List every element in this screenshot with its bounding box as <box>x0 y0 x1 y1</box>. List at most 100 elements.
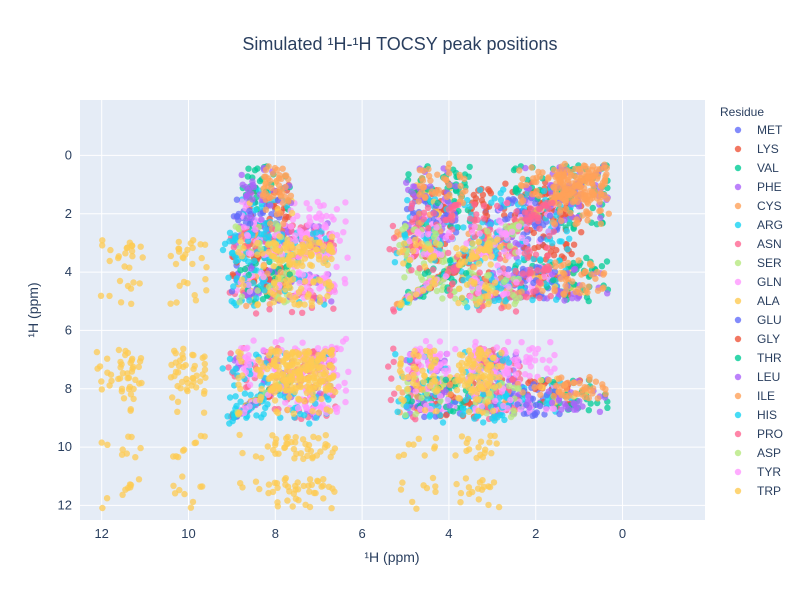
peak-point <box>260 273 267 281</box>
peak-point <box>546 232 553 240</box>
peak-point <box>460 277 467 284</box>
peak-point <box>596 408 604 415</box>
peak-point <box>469 488 476 496</box>
peak-point <box>531 211 538 219</box>
peak-point <box>427 183 434 190</box>
peak-point <box>130 385 137 393</box>
peak-point <box>489 354 496 361</box>
peak-point <box>480 390 487 398</box>
peak-point <box>337 345 344 353</box>
peak-point <box>556 193 564 200</box>
peak-point <box>484 366 491 373</box>
peak-point <box>119 446 126 453</box>
peak-point <box>488 450 495 457</box>
peak-point <box>601 164 608 171</box>
peak-point <box>264 443 271 450</box>
peak-point <box>585 297 592 305</box>
peak-point <box>536 225 543 232</box>
peak-point <box>493 440 500 447</box>
peak-point <box>303 284 311 291</box>
peak-point <box>418 394 425 402</box>
peak-point <box>409 200 416 207</box>
peak-point <box>219 246 227 254</box>
peak-point <box>388 375 395 382</box>
peak-point <box>494 262 501 269</box>
peak-point <box>303 404 310 411</box>
peak-point <box>545 376 552 384</box>
peak-point <box>310 278 317 285</box>
peak-point <box>250 337 257 344</box>
peak-point <box>403 179 410 186</box>
peak-point <box>492 289 499 297</box>
peak-point <box>299 271 307 278</box>
peak-point <box>226 420 233 427</box>
series-ile <box>258 160 612 402</box>
peak-point <box>597 220 605 227</box>
peak-point <box>301 278 309 285</box>
peak-point <box>599 381 606 388</box>
peak-point <box>570 379 577 386</box>
peak-point <box>505 283 512 290</box>
peak-point <box>502 216 509 223</box>
peak-point <box>412 388 419 395</box>
peak-point <box>486 235 494 243</box>
peak-point <box>481 284 489 291</box>
peak-point <box>526 372 533 380</box>
peak-point <box>535 243 542 251</box>
peak-point <box>394 408 401 415</box>
peak-point <box>522 358 529 365</box>
peak-point <box>313 214 320 221</box>
peak-point <box>224 413 231 420</box>
peak-point <box>463 270 470 277</box>
peak-point <box>232 393 239 400</box>
peak-point <box>386 246 393 253</box>
peak-point <box>602 386 609 393</box>
peak-point <box>475 285 482 292</box>
peak-point <box>426 349 434 356</box>
peak-point <box>321 224 328 231</box>
peak-point <box>240 245 247 252</box>
peak-point <box>570 266 578 273</box>
peak-point <box>278 336 285 343</box>
peak-point <box>509 222 517 230</box>
peak-point <box>342 218 349 225</box>
peak-point <box>252 226 259 233</box>
peak-point <box>281 476 288 483</box>
peak-point <box>532 350 539 357</box>
peak-point <box>536 256 544 263</box>
peak-point <box>241 265 249 273</box>
peak-point <box>399 479 406 486</box>
peak-point <box>247 250 255 257</box>
peak-point <box>271 397 279 404</box>
peak-point <box>256 177 264 185</box>
peak-point <box>271 164 279 172</box>
peak-point <box>405 186 412 194</box>
peak-point <box>453 480 460 488</box>
peak-point <box>500 402 507 409</box>
peak-point <box>421 372 428 379</box>
peak-point <box>498 304 505 312</box>
peak-point <box>201 360 208 368</box>
peak-point <box>543 244 551 252</box>
peak-point <box>230 283 237 290</box>
peak-point <box>313 414 320 421</box>
peak-point <box>261 287 268 294</box>
peak-point <box>420 353 427 361</box>
peak-point <box>233 196 241 203</box>
peak-point <box>265 481 273 488</box>
peak-point <box>598 263 606 270</box>
peak-point <box>315 252 323 260</box>
peak-point <box>404 197 411 204</box>
peak-point <box>482 254 489 262</box>
peak-point <box>277 392 284 399</box>
peak-point <box>235 210 242 218</box>
peak-point <box>200 409 208 416</box>
peak-point <box>228 298 235 305</box>
peak-point <box>258 216 265 223</box>
peak-point <box>170 482 177 489</box>
peak-point <box>230 244 238 251</box>
peak-point <box>527 205 535 212</box>
peak-point <box>444 350 451 357</box>
peak-point <box>435 186 442 194</box>
peak-point <box>480 483 488 490</box>
